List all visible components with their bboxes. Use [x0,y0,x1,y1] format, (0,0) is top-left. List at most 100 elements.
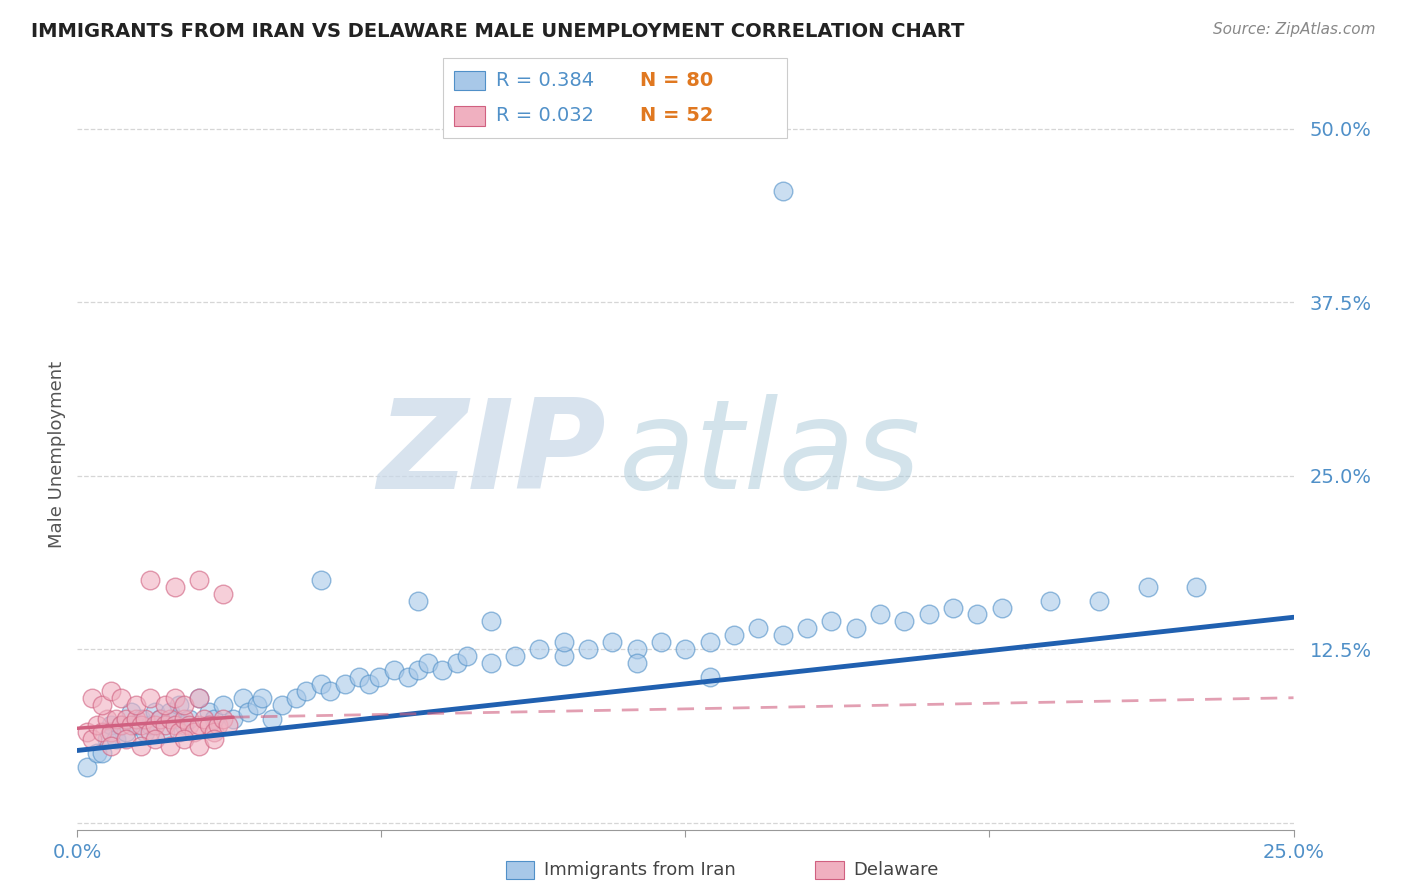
Point [990,600,1012,615]
Point [139,573,162,587]
Point [368,670,391,684]
Point [105,732,128,747]
Point [96,712,118,726]
Point [772,628,794,642]
Point [188,690,211,705]
Point [869,607,891,622]
Point [260,712,283,726]
Point [120,718,142,732]
Point [173,718,195,732]
Point [80,732,103,747]
Point [129,712,152,726]
Point [270,698,292,712]
Point [96,732,118,747]
Point [406,663,429,677]
Point [125,698,148,712]
Point [893,615,915,629]
Text: R = 0.384: R = 0.384 [496,71,595,90]
Point [183,725,205,739]
Point [202,725,225,739]
Point [163,690,186,705]
Point [188,690,211,705]
Point [139,718,162,732]
Point [153,725,176,739]
Point [349,670,371,684]
Point [772,184,794,198]
Point [202,712,225,726]
Point [820,615,842,629]
Point [179,718,201,732]
Point [309,677,332,691]
Point [319,683,342,698]
Point [207,718,229,732]
Point [159,712,181,726]
Point [250,690,273,705]
Point [246,698,269,712]
Point [149,712,172,726]
Point [143,718,166,732]
Point [134,725,156,739]
Point [125,718,148,732]
Point [139,725,162,739]
Point [100,725,122,739]
Point [796,621,818,635]
Text: IMMIGRANTS FROM IRAN VS DELAWARE MALE UNEMPLOYMENT CORRELATION CHART: IMMIGRANTS FROM IRAN VS DELAWARE MALE UN… [31,22,965,41]
Point [139,690,162,705]
Point [197,718,219,732]
Point [143,732,166,747]
Text: N = 52: N = 52 [640,106,713,125]
Point [169,698,191,712]
Point [212,587,235,601]
Point [396,670,419,684]
Point [650,635,672,649]
Text: N = 80: N = 80 [640,71,713,90]
Point [212,698,235,712]
Point [105,712,128,726]
Point [966,607,988,622]
Point [446,656,468,670]
Point [110,690,132,705]
Point [115,725,138,739]
Point [86,718,108,732]
Point [143,705,166,719]
Point [553,635,575,649]
Y-axis label: Male Unemployment: Male Unemployment [48,361,66,549]
Point [333,677,356,691]
Point [173,698,195,712]
Point [699,670,721,684]
Point [115,732,138,747]
Point [129,739,152,754]
Point [188,573,211,587]
Text: Source: ZipAtlas.com: Source: ZipAtlas.com [1212,22,1375,37]
Point [129,718,152,732]
Point [503,649,526,664]
Point [416,656,439,670]
Point [553,649,575,664]
Point [110,718,132,732]
Text: Immigrants from Iran: Immigrants from Iran [544,861,735,879]
Point [942,600,965,615]
Point [163,580,186,594]
Point [576,642,599,657]
Point [100,718,122,732]
Point [626,656,648,670]
Point [188,718,211,732]
Point [163,712,186,726]
Point [406,593,429,607]
Point [1185,580,1208,594]
Point [529,642,551,657]
Point [115,712,138,726]
Text: ZIP: ZIP [378,394,606,516]
Point [159,705,181,719]
Point [1136,580,1159,594]
Point [845,621,868,635]
Point [173,712,195,726]
Point [295,683,318,698]
Point [699,635,721,649]
Point [285,690,308,705]
Text: R = 0.032: R = 0.032 [496,106,595,125]
Point [359,677,381,691]
Point [153,698,176,712]
Point [86,746,108,760]
Point [222,712,245,726]
